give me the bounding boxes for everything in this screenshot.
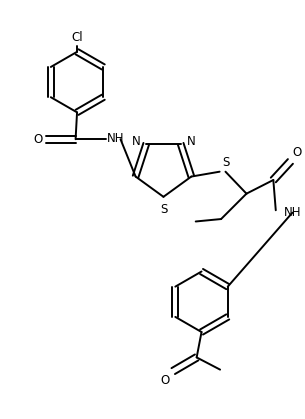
Text: O: O (160, 375, 170, 388)
Text: S: S (160, 203, 167, 216)
Text: O: O (34, 133, 43, 146)
Text: NH: NH (284, 206, 301, 219)
Text: S: S (222, 156, 229, 169)
Text: NH: NH (107, 132, 125, 145)
Text: O: O (293, 145, 302, 158)
Text: Cl: Cl (71, 31, 83, 44)
Text: N: N (132, 135, 140, 148)
Text: N: N (187, 135, 195, 148)
